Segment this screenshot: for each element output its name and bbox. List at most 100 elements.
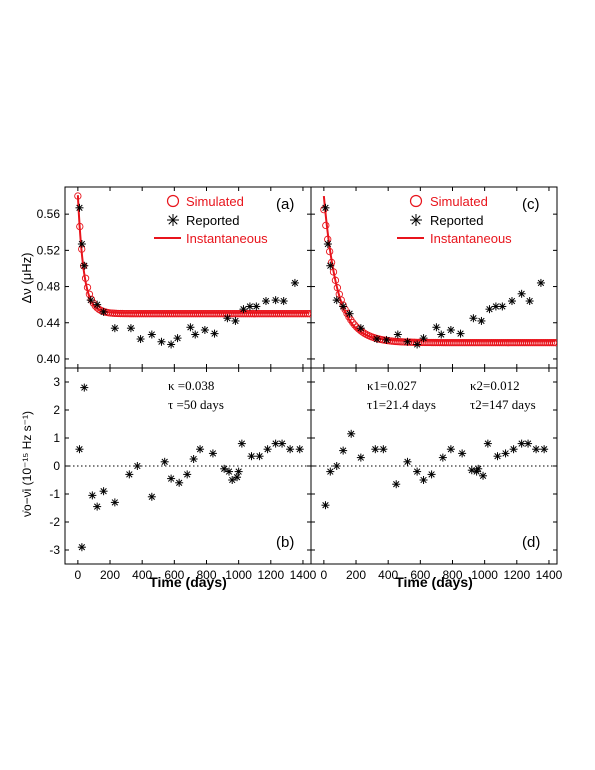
residual-point <box>196 445 205 454</box>
residual-point <box>175 478 184 487</box>
residual-point <box>225 467 233 476</box>
simulated-point <box>428 338 436 347</box>
simulated-point <box>497 339 506 347</box>
simulated-point <box>484 339 492 347</box>
x-tick-label: 1400 <box>290 568 317 582</box>
residual-point <box>233 473 242 482</box>
simulated-point <box>437 338 446 347</box>
legend-asterisk-glyph <box>167 214 179 226</box>
reported-point <box>93 300 102 309</box>
panel-letter-d: (d) <box>522 534 540 551</box>
simulated-point <box>488 339 496 347</box>
residual-point <box>321 501 330 510</box>
residual-point <box>501 449 510 458</box>
residual-point <box>326 467 335 476</box>
reported-point <box>200 325 209 334</box>
simulated-point <box>544 339 552 347</box>
residual-point <box>80 383 89 392</box>
residual-point <box>133 462 142 470</box>
simulated-point <box>547 339 556 347</box>
simulated-point <box>495 339 504 347</box>
legend-c: Simulated Reported Instantaneous <box>397 194 512 246</box>
simulated-point <box>462 338 471 347</box>
reported-point <box>157 337 166 346</box>
reported-point <box>126 324 135 333</box>
residual-point <box>255 452 264 461</box>
x-tick-label: 1200 <box>503 568 530 582</box>
x-tick-label: 1400 <box>536 568 563 582</box>
simulated-point <box>524 339 533 347</box>
x-tick-label: 600 <box>410 568 430 582</box>
simulated-point <box>526 339 534 347</box>
residual-point <box>479 471 488 480</box>
residual-point <box>278 439 287 448</box>
y-tick-label: 0.52 <box>37 243 61 257</box>
residual-point <box>532 445 541 454</box>
reported-point <box>437 330 446 339</box>
residual-point <box>247 452 256 461</box>
simulated-point <box>434 338 442 347</box>
residual-point <box>379 445 388 454</box>
residual-point <box>88 491 97 500</box>
panel-letter-b: (b) <box>276 534 294 551</box>
simulated-point <box>482 339 490 347</box>
reported-point <box>498 302 507 311</box>
y-tick-label: 0.40 <box>37 352 61 366</box>
residual-point <box>540 445 549 454</box>
residual-point <box>419 476 428 484</box>
reported-point <box>456 329 465 338</box>
y-tick-label: -3 <box>49 543 60 557</box>
panel-d-plot: 0 200 400 600 800 1000 1200 1400 <box>311 368 563 582</box>
residual-point <box>524 439 533 448</box>
annotation-b-kappa: κ =0.038 <box>168 378 214 393</box>
reported-point <box>356 324 365 333</box>
simulated-point <box>455 338 463 347</box>
plot-area <box>320 195 557 349</box>
reported-point <box>507 297 516 306</box>
reported-point <box>372 335 381 344</box>
annotation-d-tau2: τ2=147 days <box>470 397 536 412</box>
y-tick-label: 0.56 <box>37 207 61 221</box>
x-tick-label: 200 <box>346 568 366 582</box>
simulated-point <box>422 338 430 347</box>
reported-point <box>485 305 494 314</box>
legend-a-circle-marker <box>166 194 180 208</box>
x-tick-label: 800 <box>196 568 216 582</box>
reported-point <box>191 330 200 339</box>
residual-point <box>286 445 295 454</box>
residual-point <box>110 498 119 507</box>
simulated-point <box>472 339 480 347</box>
simulated-point <box>464 338 473 347</box>
simulated-point <box>515 339 523 347</box>
legend-a-asterisk-marker <box>167 214 179 226</box>
reported-point <box>403 337 412 346</box>
reported-point <box>332 296 341 305</box>
reported-point <box>382 335 391 344</box>
residual-point <box>75 445 84 454</box>
panel-a-plot: 0.40 0.44 0.48 0.52 0.56 <box>37 187 311 368</box>
simulated-point <box>522 339 531 347</box>
simulated-point <box>491 339 500 347</box>
reported-point <box>261 297 270 306</box>
x-tick-label: 600 <box>164 568 184 582</box>
simulated-point <box>435 338 444 347</box>
panel-b-plot: 0 200 400 600 800 1000 1200 1400 -3 -2 -1 0 1 2 3 <box>49 368 317 582</box>
reported-point <box>173 334 182 343</box>
simulated-point <box>470 339 479 347</box>
residual-point <box>509 445 518 454</box>
simulated-point <box>457 338 465 347</box>
reported-point <box>446 325 455 334</box>
reported-point <box>110 324 119 333</box>
reported-point <box>393 330 402 339</box>
simulated-point <box>501 339 509 347</box>
legend-a-reported-label: Reported <box>186 213 239 228</box>
plot-area <box>321 429 549 510</box>
residual-point <box>77 543 86 552</box>
x-tick-label: 800 <box>442 568 462 582</box>
reported-point <box>186 323 195 332</box>
residual-point <box>392 480 401 489</box>
simulated-point <box>459 338 467 347</box>
residual-point <box>237 439 246 448</box>
simulated-point <box>408 338 417 346</box>
